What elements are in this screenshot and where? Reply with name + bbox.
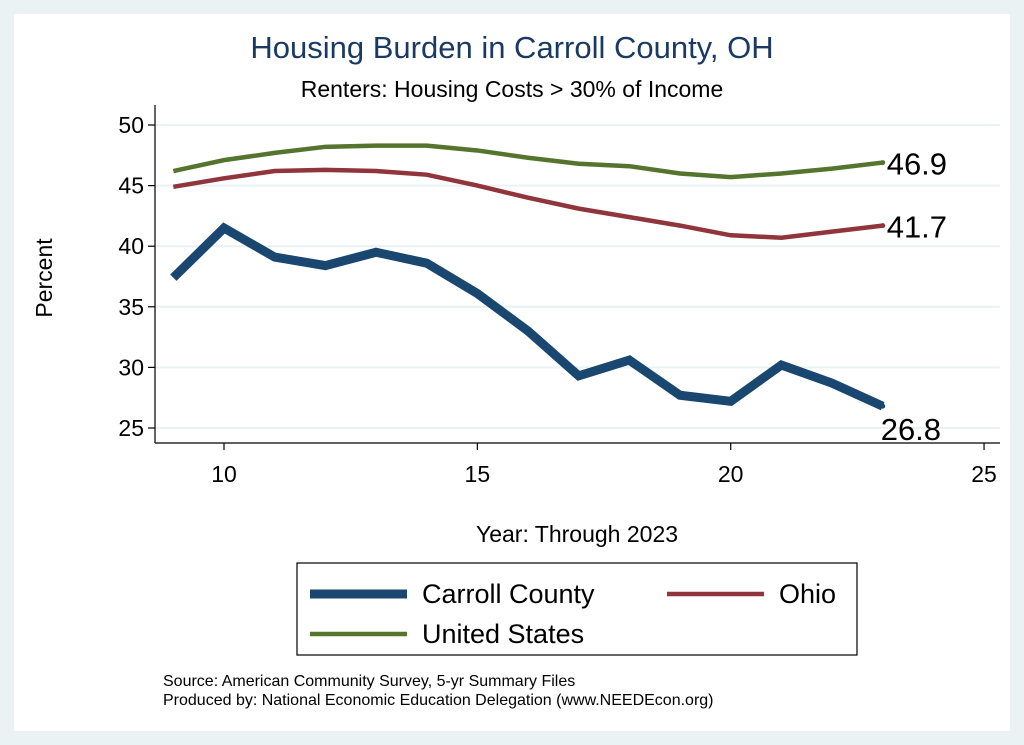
y-tick-label: 25: [118, 415, 144, 441]
legend: Carroll County Ohio United States: [296, 562, 858, 656]
end-point-ohio: [880, 223, 886, 229]
chart-title: Housing Burden in Carroll County, OH: [250, 30, 774, 65]
x-tick-label: 10: [211, 461, 237, 487]
y-tick-label: 50: [118, 112, 144, 138]
y-tick-label: 35: [118, 294, 144, 320]
chart-subtitle: Renters: Housing Costs > 30% of Income: [300, 76, 724, 102]
x-axis-label: Year: Through 2023: [476, 521, 678, 547]
end-label-ohio: 41.7: [887, 210, 947, 245]
series-line-united-states: [172, 143, 883, 180]
y-tick-label: 30: [118, 354, 144, 380]
source-note: Source: American Community Survey, 5-yr …: [163, 672, 714, 710]
end-point-united-states: [880, 160, 886, 166]
x-tick-label: 25: [971, 461, 997, 487]
end-label-carroll-county: 26.8: [881, 412, 941, 447]
end-label-united-states: 46.9: [887, 147, 947, 182]
y-axis-label: Percent: [31, 238, 57, 318]
legend-label-ohio: Ohio: [779, 579, 836, 609]
legend-label-united-states: United States: [422, 619, 584, 649]
x-tick-label: 20: [718, 461, 744, 487]
y-tick-label: 45: [118, 173, 144, 199]
source-text: Source: American Community Survey, 5-yr …: [163, 673, 576, 690]
series-line-ohio: [172, 167, 883, 240]
end-point-carroll-county: [880, 403, 886, 409]
producer-text: Produced by: National Economic Education…: [163, 692, 714, 709]
y-tick-label: 40: [118, 233, 144, 259]
x-tick-label: 15: [465, 461, 491, 487]
series-line-carroll-county: [170, 222, 885, 411]
legend-label-carroll-county: Carroll County: [422, 579, 595, 609]
